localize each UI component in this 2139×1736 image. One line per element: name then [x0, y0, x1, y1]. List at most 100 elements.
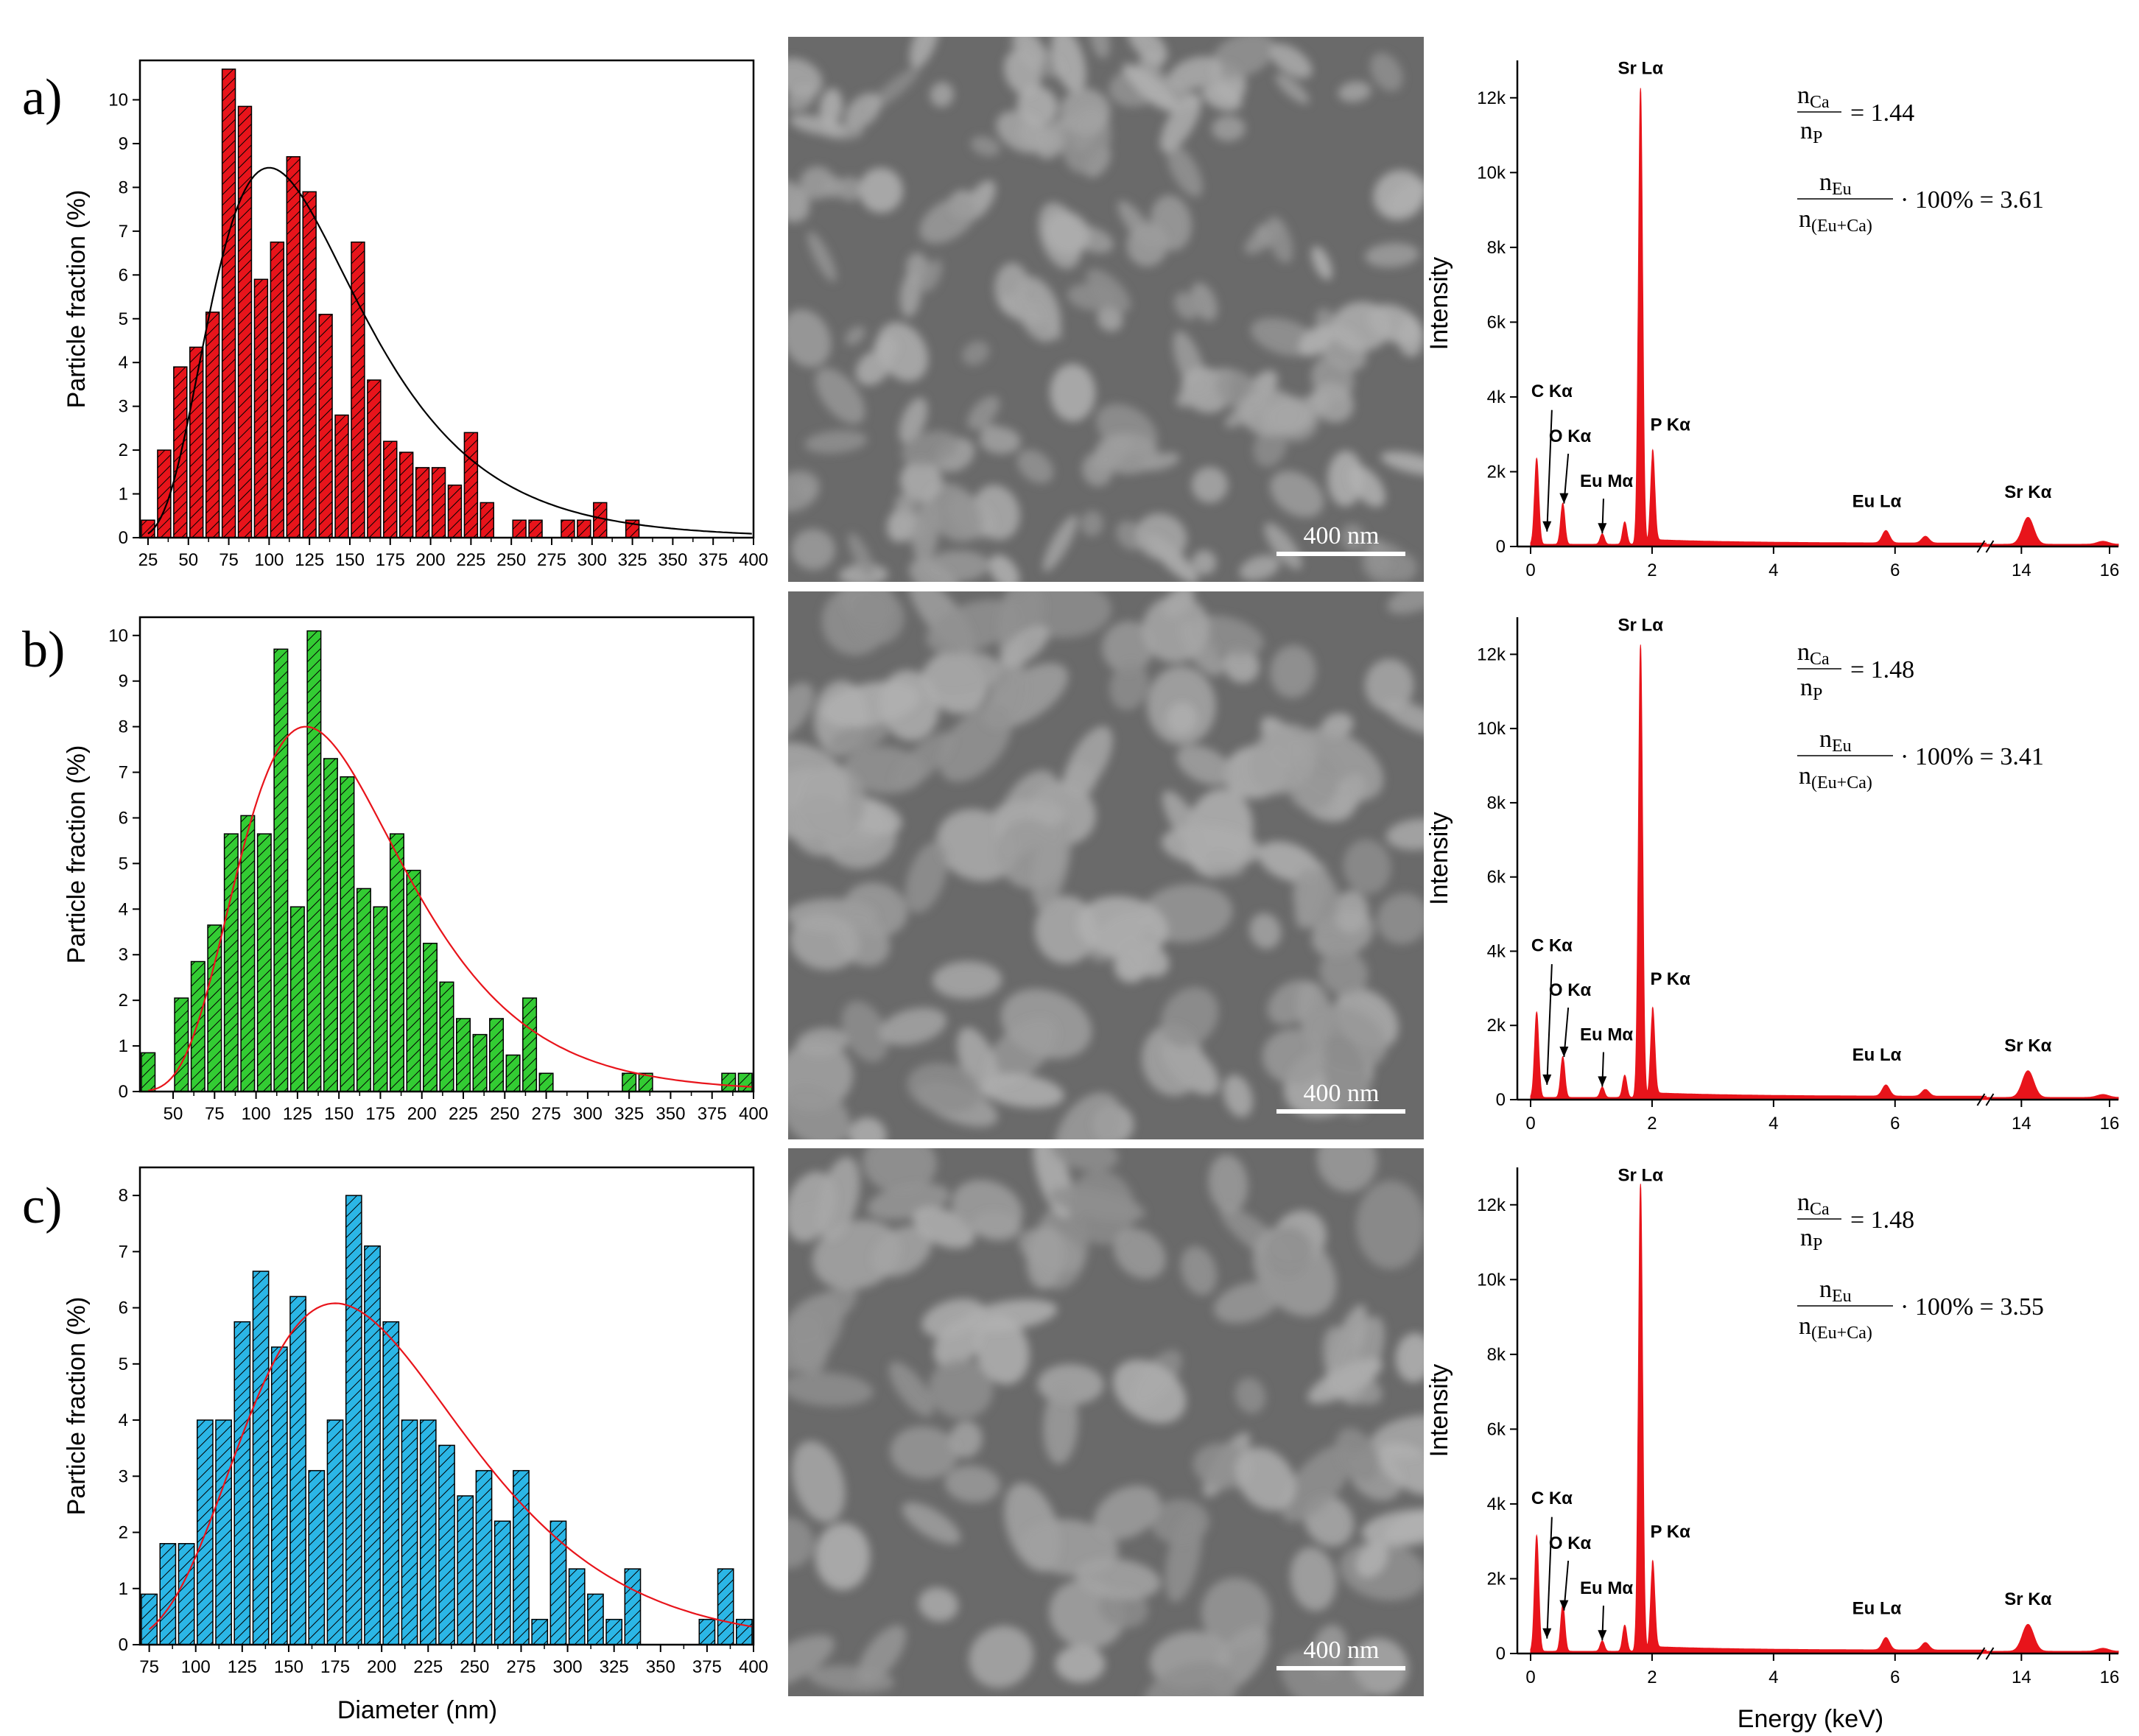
y-tick-label: 2 — [119, 991, 128, 1011]
sem-particle — [807, 231, 837, 282]
sem-particle — [1180, 1246, 1217, 1296]
x-tick-label: 6 — [1890, 560, 1900, 580]
sem-particle — [788, 1517, 815, 1569]
axis-break-mark — [1976, 1647, 1986, 1660]
sem-particle — [1266, 216, 1293, 264]
sem-particle — [1081, 510, 1103, 537]
histogram-bar-hatch — [531, 1618, 549, 1645]
sem-particle — [1290, 1547, 1336, 1612]
x-tick-label: 225 — [449, 1104, 478, 1124]
sem-particle — [1168, 56, 1223, 90]
sem-particle — [1319, 949, 1369, 996]
histogram-bar-hatch — [512, 519, 527, 538]
sem-particle — [1311, 382, 1354, 423]
histogram-bar-hatch — [736, 1618, 753, 1645]
histogram-bar-hatch — [223, 833, 239, 1092]
sem-particle — [979, 1073, 1064, 1108]
histogram-bar-hatch — [273, 648, 289, 1092]
sem-image-3: 400 nm — [788, 1148, 1424, 1696]
sem-particle — [1117, 940, 1155, 977]
y-tick-label: 10k — [1477, 163, 1506, 183]
sem-particle — [919, 1587, 958, 1622]
sem-particle — [905, 841, 948, 913]
histogram-bar-hatch — [190, 960, 206, 1092]
sem-particle — [988, 555, 1019, 582]
y-tick-label: 6k — [1487, 868, 1506, 888]
sem-particle — [1212, 116, 1246, 141]
sem-particle — [788, 682, 814, 740]
x-tick-label: 0 — [1525, 560, 1535, 580]
x-tick-label: 150 — [274, 1657, 303, 1677]
y-tick-label: 3 — [119, 945, 128, 965]
sem-particle — [799, 166, 835, 200]
x-tick-label: 25 — [138, 550, 158, 570]
peak-label: Eu Lα — [1852, 1045, 1902, 1065]
y-tick-label: 5 — [119, 309, 128, 329]
sem-particle — [1253, 426, 1288, 467]
arrow-head — [1598, 523, 1607, 534]
sem-particle — [1208, 1154, 1248, 1213]
x-axis-label: Energy (keV) — [1738, 1705, 1883, 1733]
peak-arrow — [1546, 964, 1553, 1085]
sem-particle — [1043, 1385, 1078, 1465]
x-tick-label: 400 — [739, 1657, 768, 1677]
histogram-bar-hatch — [463, 432, 479, 538]
peak-label: Sr Lα — [1618, 1166, 1664, 1186]
histogram-bar-hatch — [373, 906, 388, 1092]
sem-particle — [850, 591, 905, 645]
sem-particle — [1311, 246, 1332, 281]
sem-particle — [1192, 550, 1217, 575]
peak-label: Sr Kα — [2004, 1589, 2051, 1609]
spectrum-area — [1530, 88, 1987, 547]
y-tick-label: 4 — [119, 353, 128, 373]
peak-label: Eu Lα — [1852, 1599, 1902, 1619]
sem-particle — [804, 430, 868, 454]
histogram-bar-hatch — [286, 156, 301, 538]
sem-particle — [1331, 301, 1392, 351]
sem-particle — [791, 529, 835, 570]
y-tick-label: 8 — [119, 717, 128, 737]
sem-particle — [1016, 449, 1054, 484]
histogram-bar-hatch — [364, 1245, 381, 1645]
sem-particle — [1213, 1282, 1281, 1324]
plot-frame — [138, 1166, 755, 1646]
sem-particle — [796, 1027, 849, 1057]
histogram-bar-hatch — [256, 833, 272, 1092]
histogram-bar-hatch — [587, 1593, 604, 1645]
sem-particle — [1049, 1148, 1119, 1171]
peak-label: C Kα — [1531, 382, 1573, 401]
sem-particle — [1262, 1028, 1327, 1085]
sem-particle — [1275, 74, 1310, 105]
sem-particle — [1044, 211, 1090, 255]
histogram-bar-hatch — [472, 1033, 488, 1092]
ratio-ca-denominator: nP — [1800, 1224, 1822, 1254]
sem-particle — [1333, 890, 1369, 933]
scale-bar-label: 400 nm — [1304, 522, 1380, 549]
ratio-ca-numerator: nCa — [1797, 1189, 1830, 1219]
arrow-head — [1542, 521, 1552, 532]
peak-label: O Kα — [1549, 426, 1592, 446]
sem-particle — [907, 1062, 982, 1114]
histogram-bar-hatch — [289, 906, 305, 1092]
histogram-bar-hatch — [326, 1419, 344, 1645]
arrow-head — [1559, 493, 1569, 504]
sem-particle — [1377, 1442, 1424, 1496]
sem-particle — [1249, 913, 1282, 949]
sem-particle — [1015, 275, 1061, 342]
histogram-bar-hatch — [382, 1321, 400, 1645]
x-tick-label: 50 — [164, 1104, 183, 1124]
peak-label: Eu Mα — [1580, 471, 1633, 491]
x-tick-label: 2 — [1647, 1668, 1657, 1687]
histogram-bar-hatch — [456, 1018, 471, 1092]
histogram-bar-hatch — [538, 1072, 554, 1092]
peak-label: O Kα — [1549, 1533, 1592, 1553]
sem-particle — [969, 1626, 1034, 1688]
arrow-head — [1559, 1047, 1569, 1058]
sem-particle — [1000, 625, 1049, 668]
x-tick-label: 375 — [698, 550, 728, 570]
sem-particle — [901, 430, 959, 467]
sem-particle — [857, 1625, 907, 1684]
histogram-bar-hatch — [561, 519, 575, 538]
fit-curve — [148, 725, 752, 1092]
y-tick-label: 7 — [119, 222, 128, 242]
